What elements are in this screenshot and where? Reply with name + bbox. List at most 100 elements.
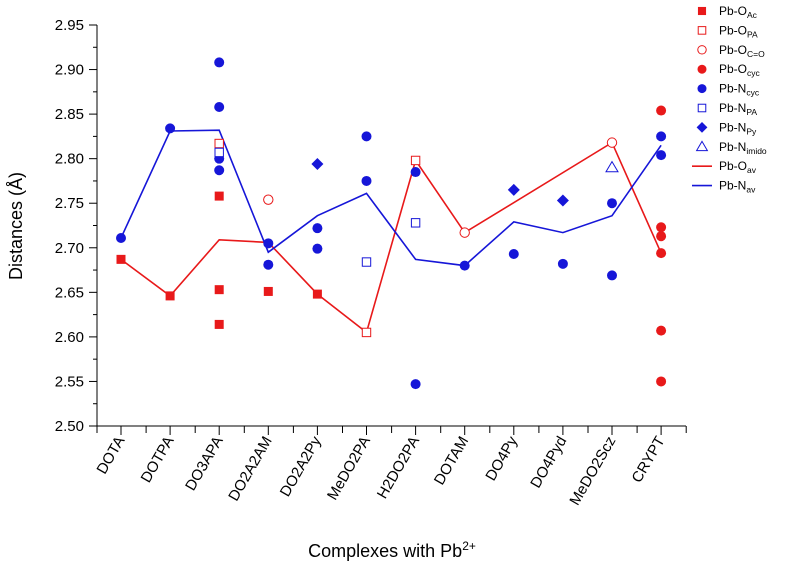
y-axis-title: Distances (Å): [6, 172, 26, 280]
point-Pb-N_PA: [361, 257, 372, 267]
axes: [96, 25, 686, 427]
y-axis-title-part-3: ): [6, 172, 26, 178]
point-Pb-O_Ac: [214, 319, 224, 329]
y-tick-label: 2.55: [55, 373, 84, 390]
point-Pb-O_cyc: [656, 231, 667, 242]
y-tick-label: 2.65: [55, 284, 84, 301]
point-Pb-O_Ac: [165, 291, 175, 301]
line-Pb-N_av: [120, 129, 662, 267]
y-tick-label: 2.95: [55, 17, 84, 34]
y-tick-label: 2.80: [55, 151, 84, 168]
point-Pb-N_cyc: [410, 167, 421, 178]
legend-label-main: Pb-O: [719, 43, 747, 57]
y-ticks: 2.50 2.55 2.60 2.65 2.70 2.75 2.80 2.85 2.90 2.95: [55, 17, 97, 435]
legend-label-Pb-O_av: Pb-Oav: [719, 159, 757, 175]
point-Pb-N_cyc: [361, 131, 372, 142]
point-Pb-O_cyc: [656, 105, 667, 116]
legend-label-Pb-N_cyc: Pb-Ncyc: [719, 82, 760, 98]
y-axis-title-part-2: Å: [6, 178, 26, 190]
point-Pb-N_cyc: [656, 150, 667, 161]
legend-label-Pb-N_imido: Pb-Nimido: [719, 140, 767, 156]
legend-label-sub: av: [746, 185, 756, 195]
x-tick-label: MeDO2Scz: [566, 434, 619, 509]
legend-label-main: Pb-N: [719, 120, 746, 134]
point-Pb-N_cyc: [214, 101, 225, 112]
legend: Pb-OAcPb-OPAPb-OC=OPb-OcycPb-NcycPb-NPAP…: [692, 4, 767, 195]
x-tick-label: DO4Py: [482, 433, 521, 484]
point-Pb-N_Py: [311, 158, 324, 171]
legend-label-main: Pb-N: [719, 140, 746, 154]
x-axis-title: Complexes with Pb2+: [308, 539, 476, 561]
legend-label-sub: cyc: [746, 88, 760, 98]
y-tick-label: 2.70: [55, 240, 84, 257]
point-Pb-N_cyc: [165, 123, 176, 134]
point-Pb-N_cyc: [312, 243, 323, 254]
legend-marker-Pb-O_cyc: [697, 64, 707, 74]
point-Pb-N_cyc: [607, 270, 617, 281]
x-tick-label: H2DO2PA: [374, 434, 423, 502]
legend-label-main: Pb-O: [719, 23, 747, 37]
point-Pb-N_cyc: [312, 223, 323, 234]
point-Pb-O_PA: [410, 155, 421, 166]
y-tick-label: 2.60: [55, 329, 84, 346]
y-tick-label: 2.75: [55, 195, 84, 212]
x-tick-label: CRYPT: [629, 434, 669, 486]
point-Pb-N_PA: [214, 147, 224, 158]
point-Pb-O_Ac: [263, 286, 273, 296]
legend-label-sub: av: [747, 165, 757, 175]
point-Pb-N_cyc: [459, 260, 470, 271]
legend-marker-Pb-O_Ac: [697, 6, 707, 16]
line-Pb-O_av: [120, 141, 662, 334]
legend-label-sub: imido: [746, 146, 767, 156]
legend-label-main: Pb-N: [719, 179, 746, 193]
point-Pb-O_Ac: [312, 289, 322, 299]
legend-label-Pb-N_Py: Pb-NPy: [719, 120, 757, 136]
point-Pb-N_cyc: [116, 232, 126, 243]
y-tick-label: 2.90: [55, 62, 84, 79]
point-Pb-N_cyc: [410, 379, 421, 390]
legend-label-main: Pb-O: [719, 4, 747, 18]
point-Pb-O_PA: [214, 138, 224, 149]
point-Pb-N_cyc: [214, 57, 225, 68]
point-Pb-N_cyc: [607, 198, 617, 209]
legend-label-main: Pb-N: [719, 82, 746, 96]
point-Pb-N_Py: [507, 183, 520, 196]
y-tick-label: 2.85: [55, 106, 84, 123]
legend-label-Pb-O_cyc: Pb-Ocyc: [719, 62, 761, 78]
legend-marker-Pb-N_imido: [695, 140, 709, 152]
point-Pb-O_cyc: [656, 376, 667, 387]
point-Pb-N_imido: [605, 160, 619, 173]
legend-marker-Pb-N_Py: [696, 122, 708, 133]
point-Pb-O_PA: [361, 327, 372, 338]
legend-label-Pb-N_PA: Pb-NPA: [719, 101, 757, 117]
y-tick-label: 2.50: [55, 418, 84, 435]
point-Pb-O_cyc: [656, 222, 667, 233]
x-axis-title-main: Complexes with Pb: [308, 541, 462, 561]
legend-label-Pb-O_Ac: Pb-OAc: [719, 4, 758, 20]
legend-label-main: Pb-O: [719, 62, 747, 76]
x-tick-label: DOTAM: [431, 434, 472, 488]
point-Pb-N_cyc: [361, 175, 372, 186]
legend-label-Pb-N_av: Pb-Nav: [719, 179, 756, 195]
x-tick-label: DO2A2AM: [225, 434, 276, 505]
point-Pb-N_cyc: [263, 259, 274, 270]
point-Pb-O_cyc: [656, 325, 667, 336]
x-tick-label: DOTPA: [138, 434, 178, 486]
legend-label-main: Pb-O: [719, 159, 747, 173]
point-Pb-N_cyc: [557, 258, 568, 269]
point-Pb-O_C=O: [606, 137, 618, 148]
point-Pb-O_Ac: [214, 285, 224, 295]
y-axis-title-part-1: Distances (: [6, 190, 26, 280]
legend-label-sub: Py: [746, 126, 757, 136]
legend-label-sub: cyc: [747, 68, 761, 78]
point-Pb-O_Ac: [116, 254, 126, 264]
legend-marker-Pb-N_cyc: [697, 84, 707, 94]
data-points: [116, 57, 667, 390]
legend-label-sub: PA: [746, 107, 757, 117]
legend-marker-Pb-O_PA: [697, 26, 707, 35]
series-lines: [120, 129, 662, 334]
legend-label-sub: C=O: [747, 49, 765, 59]
point-Pb-N_cyc: [214, 165, 225, 176]
